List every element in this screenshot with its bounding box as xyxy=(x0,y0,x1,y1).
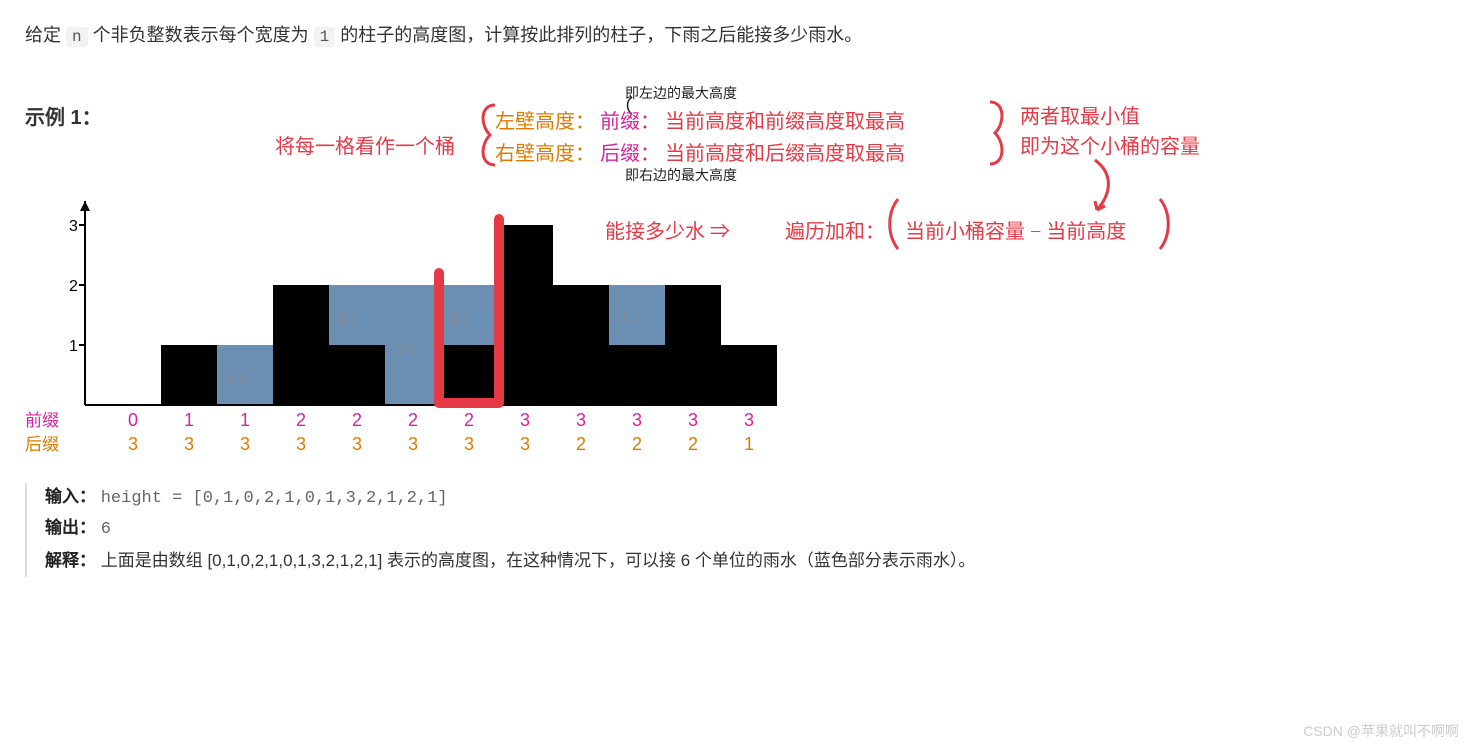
suffix-value: 1 xyxy=(721,429,777,460)
suffix-value: 3 xyxy=(329,429,385,460)
explanation-line: 解释： 上面是由数组 [0,1,0,2,1,0,1,3,2,1,2,1] 表示的… xyxy=(45,545,1446,577)
annot-take-min: 两者取最小值 xyxy=(1020,100,1140,134)
water-label: 2-0 xyxy=(395,337,415,363)
suffix-value: 3 xyxy=(161,429,217,460)
water-label: 1-0 xyxy=(227,367,247,393)
text: 右壁高度： xyxy=(495,143,595,165)
input-line: 输入： height = [0,1,0,2,1,0,1,3,2,1,2,1] xyxy=(45,483,1446,514)
suffix-value: 2 xyxy=(553,429,609,460)
paren-left-icon xyxy=(883,195,903,253)
brace-right-icon xyxy=(985,97,1015,169)
annot-top-hint: 即左边的最大高度 xyxy=(625,83,737,107)
text: 给定 xyxy=(25,25,66,45)
water-label: 2-1 xyxy=(619,307,639,333)
brace-left-icon xyxy=(470,100,500,170)
suffix-value: 3 xyxy=(217,429,273,460)
annot-left-wall: 左壁高度： 前缀： 当前高度和前缀高度取最高 xyxy=(495,105,905,139)
water-label: 2-1 xyxy=(339,307,359,333)
problem-statement: 给定 n 个非负整数表示每个宽度为 1 的柱子的高度图，计算按此排列的柱子，下雨… xyxy=(25,20,1446,51)
bar-chart: 1 2 3 xyxy=(25,155,797,415)
output-value: 6 xyxy=(101,520,111,539)
water-label: 2-1 xyxy=(451,307,471,333)
suffix-value: 3 xyxy=(497,429,553,460)
chart-area: 123 前缀 后缀 将每一格看作一个桶 即左边的最大高度 左壁高度： 前缀： 当… xyxy=(25,155,1446,475)
text: 的柱子的高度图，计算按此排列的柱子，下雨之后能接多少雨水。 xyxy=(340,25,862,45)
example-io: 输入： height = [0,1,0,2,1,0,1,3,2,1,2,1] 输… xyxy=(25,483,1446,577)
annot-bottom-hint: 即右边的最大高度 xyxy=(625,165,737,189)
output-label: 输出： xyxy=(45,518,96,537)
explain-label: 解释： xyxy=(45,551,96,570)
paren-right-icon xyxy=(1155,195,1175,253)
suffix-value: 3 xyxy=(385,429,441,460)
annot-consider-bucket: 将每一格看作一个桶 xyxy=(275,130,455,164)
text: 当前高度和前缀高度取最高 xyxy=(665,111,905,133)
annot-traverse: 遍历加和： xyxy=(785,215,885,249)
svg-text:3: 3 xyxy=(69,218,78,235)
input-value: height = [0,1,0,2,1,0,1,3,2,1,2,1] xyxy=(101,489,448,508)
suffix-value: 2 xyxy=(609,429,665,460)
suffix-value: 3 xyxy=(273,429,329,460)
code-1: 1 xyxy=(314,27,336,47)
text: 左壁高度： xyxy=(495,111,595,133)
annot-formula: 当前小桶容量 − 当前高度 xyxy=(905,215,1126,249)
watermark: CSDN @苹果就叫不啊啊 xyxy=(1303,720,1459,744)
suffix-value: 3 xyxy=(441,429,497,460)
output-line: 输出： 6 xyxy=(45,514,1446,545)
svg-text:2: 2 xyxy=(69,278,78,295)
arrow-down-icon xyxy=(1085,155,1125,215)
suffix-value: 2 xyxy=(665,429,721,460)
text: 个非负整数表示每个宽度为 xyxy=(93,25,314,45)
text: 后缀： xyxy=(600,143,660,165)
explain-text: 上面是由数组 [0,1,0,2,1,0,1,3,2,1,2,1] 表示的高度图，… xyxy=(101,551,976,570)
suffix-label: 后缀 xyxy=(25,431,59,460)
annot-how-much: 能接多少水 ⇒ xyxy=(605,215,730,249)
svg-text:1: 1 xyxy=(69,338,78,355)
input-label: 输入： xyxy=(45,487,96,506)
code-n: n xyxy=(66,27,88,47)
text: 当前高度和后缀高度取最高 xyxy=(665,143,905,165)
suffix-value: 3 xyxy=(105,429,161,460)
text: 前缀： xyxy=(600,111,660,133)
